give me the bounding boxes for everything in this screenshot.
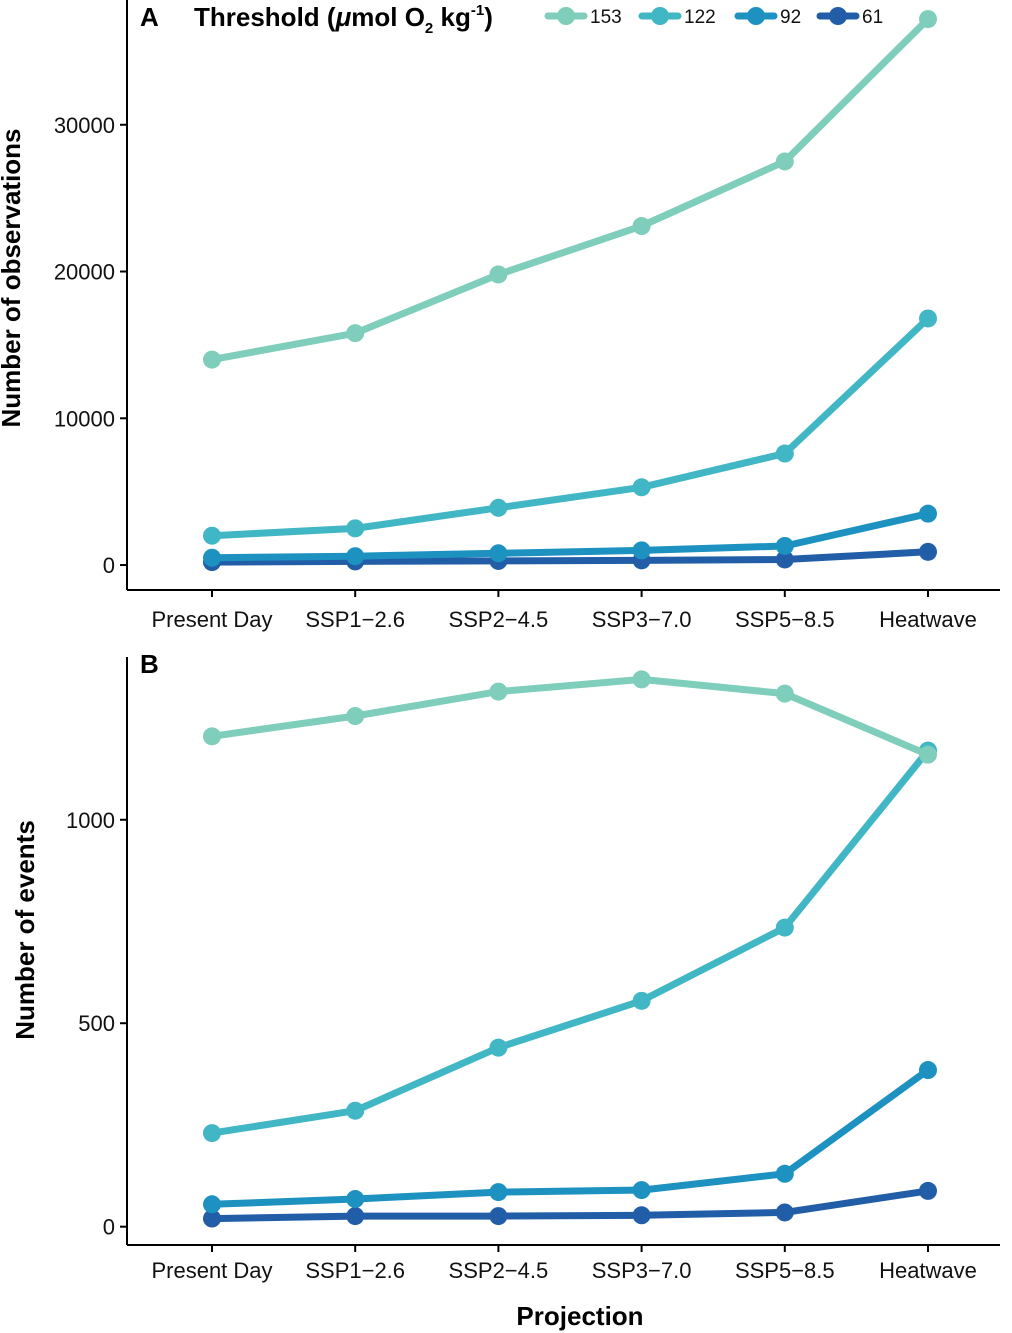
panel-a-point-122	[203, 526, 221, 545]
panel-a-y-tick-label: 30000	[54, 113, 115, 138]
panel-a-point-122	[346, 519, 365, 538]
legend-label-92: 92	[780, 7, 801, 28]
panel-a-y-axis-title: Number of observations	[0, 128, 26, 427]
panel-a-point-92	[919, 504, 937, 523]
panel-b-point-92	[632, 1181, 651, 1200]
panel-a-point-92	[775, 536, 794, 555]
panel-b-point-122	[489, 1038, 508, 1057]
legend-label-61: 61	[862, 7, 883, 28]
panel-b-point-92	[346, 1190, 365, 1209]
panel-a-point-92	[203, 548, 221, 567]
panel-b-point-122	[632, 991, 651, 1010]
legend-key-point-153	[557, 7, 575, 25]
panel-a-x-tick-label: SSP3−7.0	[592, 607, 692, 632]
legend-label-153: 153	[590, 7, 622, 28]
panel-a-x-tick-label: SSP1−2.6	[305, 607, 405, 632]
legend-title-sub: 2	[425, 20, 433, 37]
legend-label-122: 122	[684, 7, 716, 28]
panel-a-point-153	[346, 324, 365, 343]
panel-a-point-153	[775, 152, 794, 171]
panel-b: B Number of events Projection 0 500 1000 Pr…	[10, 649, 1000, 1331]
panel-b-x-tick-label: Present Day	[151, 1258, 272, 1283]
panel-a-point-153	[203, 350, 221, 369]
panel-a-series-line-61	[208, 548, 932, 566]
legend: Threshold (μmol O2 kg-1) 153 122 92 61	[194, 2, 883, 37]
legend-key-point-61	[829, 7, 847, 25]
panel-b-series-line-153	[208, 675, 932, 759]
panel-b-y-tick-label: 0	[103, 1215, 115, 1240]
panel-b-x-tick-label: Heatwave	[879, 1258, 977, 1283]
panel-b-point-92	[489, 1183, 508, 1202]
panel-b-point-153	[775, 684, 794, 703]
panel-a-series-line-122	[208, 315, 932, 540]
panel-a-y-tick-label: 10000	[54, 406, 115, 431]
panel-b-point-61	[775, 1203, 794, 1222]
panel-b-point-61	[919, 1181, 937, 1200]
panel-b-point-122	[203, 1124, 221, 1143]
panel-b-plot-area: 0 500 1000 Present Day SSP1−2.6 SSP2−4.5 SSP3−…	[66, 657, 1000, 1283]
panel-a-series-line-92	[208, 510, 932, 562]
panel-b-x-axis-title: Projection	[516, 1301, 643, 1331]
panel-a-point-122	[632, 478, 651, 497]
panel-b-y-tick-label: 1000	[66, 808, 115, 833]
panel-a-point-122	[919, 309, 937, 328]
panel-a: A Number of observations 0 10000 20000 3000…	[0, 0, 1000, 632]
panel-a-y-tick-label: 20000	[54, 260, 115, 285]
panel-a-x-tick-label: Present Day	[151, 607, 272, 632]
panel-a-x-tick-label: SSP2−4.5	[449, 607, 549, 632]
panel-b-point-61	[346, 1207, 365, 1226]
legend-title-sup: -1	[471, 2, 484, 19]
panel-a-point-61	[775, 550, 794, 569]
panel-b-series-line-61	[208, 1187, 932, 1223]
panel-b-point-153	[632, 670, 651, 689]
panel-b-x-tick-label: SSP1−2.6	[305, 1258, 405, 1283]
panel-b-point-61	[203, 1209, 221, 1228]
panel-a-series-line-153	[208, 15, 932, 364]
panel-a-point-92	[632, 541, 651, 560]
panel-a-x-tick-label: Heatwave	[879, 607, 977, 632]
panel-b-series-line-122	[208, 747, 932, 1137]
panel-b-point-122	[775, 918, 794, 937]
panel-a-point-153	[489, 265, 508, 284]
panel-b-point-61	[632, 1206, 651, 1225]
panel-b-point-92	[203, 1195, 221, 1214]
legend-entries: 153 122 92 61	[544, 7, 883, 28]
panel-a-x-tick-label: SSP5−8.5	[735, 607, 835, 632]
panel-b-x-tick-label: SSP5−8.5	[735, 1258, 835, 1283]
legend-title-end: )	[484, 2, 493, 32]
panel-b-letter: B	[140, 649, 159, 679]
panel-b-point-153	[203, 727, 221, 746]
panel-a-point-92	[346, 547, 365, 566]
panel-b-x-tick-label: SSP3−7.0	[592, 1258, 692, 1283]
panel-b-point-153	[346, 707, 365, 726]
panel-a-plot-area: 0 10000 20000 30000 Present Day SSP1−2.6 SSP2−…	[54, 0, 1000, 632]
panel-b-point-153	[489, 682, 508, 701]
panel-b-point-122	[346, 1101, 365, 1120]
legend-key-point-92	[747, 7, 765, 25]
panel-b-y-tick-label: 500	[78, 1011, 115, 1036]
panel-b-point-61	[489, 1207, 508, 1226]
panel-a-point-122	[489, 498, 508, 517]
legend-title-mid: mol O	[351, 2, 425, 32]
panel-b-point-92	[775, 1164, 794, 1183]
panel-a-point-92	[489, 544, 508, 563]
panel-a-point-153	[919, 10, 937, 29]
legend-title: Threshold (μmol O2 kg-1)	[194, 2, 493, 37]
panel-a-point-61	[919, 542, 937, 561]
panel-a-point-122	[775, 444, 794, 463]
panel-b-x-tick-label: SSP2−4.5	[449, 1258, 549, 1283]
panel-a-letter: A	[140, 2, 159, 32]
panel-b-y-axis-title: Number of events	[10, 820, 40, 1040]
legend-title-kg: kg	[433, 2, 471, 32]
legend-title-main: Threshold (	[194, 2, 336, 32]
panel-b-point-92	[919, 1061, 937, 1080]
legend-key-point-122	[651, 7, 669, 25]
panel-b-series-line-92	[208, 1066, 932, 1208]
legend-title-mu: μ	[335, 2, 352, 32]
panel-a-y-tick-label: 0	[103, 553, 115, 578]
panel-a-point-153	[632, 217, 651, 236]
panel-b-point-153	[919, 745, 937, 764]
